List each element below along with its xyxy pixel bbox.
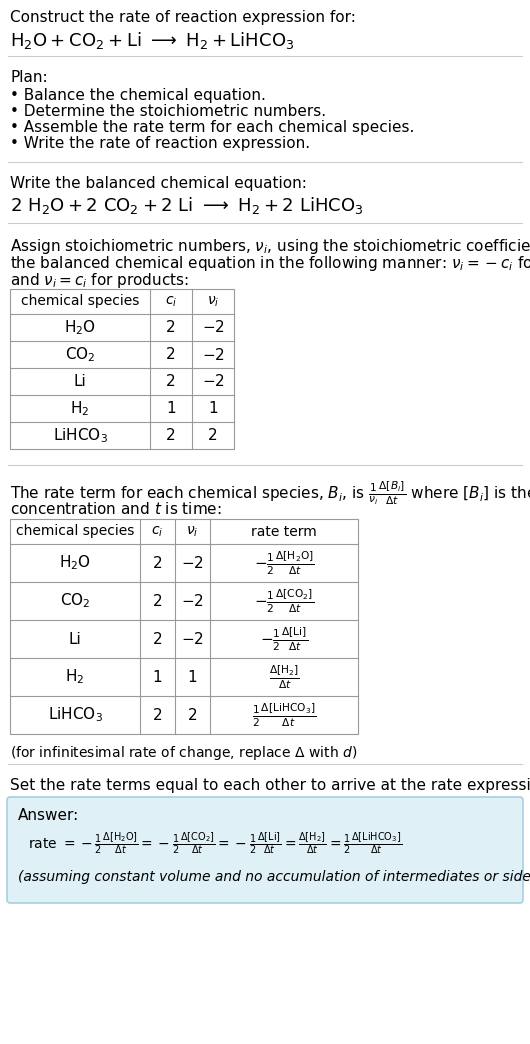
Text: (for infinitesimal rate of change, replace $\Delta$ with $d$): (for infinitesimal rate of change, repla…: [10, 744, 357, 762]
Text: The rate term for each chemical species, $B_i$, is $\frac{1}{\nu_i}\frac{\Delta[: The rate term for each chemical species,…: [10, 479, 530, 506]
Text: $\mathrm{H_2O}$: $\mathrm{H_2O}$: [59, 553, 91, 572]
Text: $\frac{1}{2}\frac{\Delta[\mathrm{LiHCO_3}]}{\Delta t}$: $\frac{1}{2}\frac{\Delta[\mathrm{LiHCO_3…: [252, 702, 316, 729]
Text: 2: 2: [153, 632, 162, 646]
Text: • Write the rate of reaction expression.: • Write the rate of reaction expression.: [10, 136, 310, 151]
Text: • Determine the stoichiometric numbers.: • Determine the stoichiometric numbers.: [10, 104, 326, 119]
Text: $-2$: $-2$: [201, 347, 224, 362]
Text: $\mathrm{2\ H_2O + 2\ CO_2 + 2\ Li\ \longrightarrow\ H_2 + 2\ LiHCO_3}$: $\mathrm{2\ H_2O + 2\ CO_2 + 2\ Li\ \lon…: [10, 195, 364, 216]
Text: $\mathrm{LiHCO_3}$: $\mathrm{LiHCO_3}$: [48, 706, 102, 725]
Text: $\frac{\Delta[\mathrm{H_2}]}{\Delta t}$: $\frac{\Delta[\mathrm{H_2}]}{\Delta t}$: [269, 663, 299, 691]
Text: $\mathrm{H_2O}$: $\mathrm{H_2O}$: [64, 318, 96, 337]
Text: 2: 2: [166, 428, 176, 443]
Text: $c_i$: $c_i$: [165, 294, 177, 309]
Text: $-\frac{1}{2}\frac{\Delta[\mathrm{CO_2}]}{\Delta t}$: $-\frac{1}{2}\frac{\Delta[\mathrm{CO_2}]…: [254, 587, 314, 615]
Text: the balanced chemical equation in the following manner: $\nu_i = -c_i$ for react: the balanced chemical equation in the fo…: [10, 254, 530, 272]
Bar: [10, 289, 234, 449]
Text: 2: 2: [153, 555, 162, 570]
FancyBboxPatch shape: [7, 797, 523, 903]
Text: and $\nu_i = c_i$ for products:: and $\nu_i = c_i$ for products:: [10, 271, 189, 290]
Text: Assign stoichiometric numbers, $\nu_i$, using the stoichiometric coefficients, $: Assign stoichiometric numbers, $\nu_i$, …: [10, 237, 530, 256]
Text: 2: 2: [166, 347, 176, 362]
Bar: [10, 519, 358, 734]
Text: 2: 2: [208, 428, 218, 443]
Text: rate term: rate term: [251, 524, 317, 539]
Text: $-\frac{1}{2}\frac{\Delta[\mathrm{H_2O}]}{\Delta t}$: $-\frac{1}{2}\frac{\Delta[\mathrm{H_2O}]…: [254, 549, 314, 577]
Text: Answer:: Answer:: [18, 808, 80, 823]
Text: $\nu_i$: $\nu_i$: [207, 294, 219, 309]
Text: Construct the rate of reaction expression for:: Construct the rate of reaction expressio…: [10, 10, 356, 25]
Text: 2: 2: [153, 593, 162, 609]
Text: Plan:: Plan:: [10, 70, 48, 85]
Text: Write the balanced chemical equation:: Write the balanced chemical equation:: [10, 176, 307, 191]
Text: • Balance the chemical equation.: • Balance the chemical equation.: [10, 88, 266, 103]
Text: 2: 2: [188, 708, 197, 722]
Text: $\nu_i$: $\nu_i$: [187, 524, 199, 539]
Text: Li: Li: [74, 374, 86, 389]
Text: 1: 1: [208, 401, 218, 416]
Text: Li: Li: [68, 632, 82, 646]
Text: rate $= -\frac{1}{2}\frac{\Delta[\mathrm{H_2O}]}{\Delta t}= -\frac{1}{2}\frac{\D: rate $= -\frac{1}{2}\frac{\Delta[\mathrm…: [28, 830, 402, 856]
Text: chemical species: chemical species: [21, 294, 139, 308]
Text: 1: 1: [166, 401, 176, 416]
Text: $-\frac{1}{2}\frac{\Delta[\mathrm{Li}]}{\Delta t}$: $-\frac{1}{2}\frac{\Delta[\mathrm{Li}]}{…: [260, 625, 308, 652]
Text: $\mathrm{CO_2}$: $\mathrm{CO_2}$: [65, 346, 95, 364]
Text: $\mathrm{LiHCO_3}$: $\mathrm{LiHCO_3}$: [52, 426, 108, 445]
Text: $c_i$: $c_i$: [152, 524, 164, 539]
Text: $-2$: $-2$: [181, 631, 204, 647]
Text: $-2$: $-2$: [201, 319, 224, 335]
Text: $-2$: $-2$: [181, 593, 204, 609]
Text: $-2$: $-2$: [201, 374, 224, 389]
Text: 2: 2: [153, 708, 162, 722]
Text: chemical species: chemical species: [16, 524, 134, 539]
Text: 1: 1: [188, 669, 197, 685]
Text: $\mathrm{H_2}$: $\mathrm{H_2}$: [65, 668, 85, 686]
Text: (assuming constant volume and no accumulation of intermediates or side products): (assuming constant volume and no accumul…: [18, 870, 530, 884]
Text: 1: 1: [153, 669, 162, 685]
Text: $\mathrm{CO_2}$: $\mathrm{CO_2}$: [60, 592, 90, 611]
Text: $-2$: $-2$: [181, 555, 204, 571]
Text: concentration and $t$ is time:: concentration and $t$ is time:: [10, 501, 222, 517]
Text: $\mathrm{H_2}$: $\mathrm{H_2}$: [70, 399, 90, 418]
Text: $\mathrm{H_2O + CO_2 + Li\ \longrightarrow\ H_2 + LiHCO_3}$: $\mathrm{H_2O + CO_2 + Li\ \longrightarr…: [10, 30, 294, 51]
Text: 2: 2: [166, 321, 176, 335]
Text: Set the rate terms equal to each other to arrive at the rate expression:: Set the rate terms equal to each other t…: [10, 778, 530, 793]
Text: 2: 2: [166, 374, 176, 389]
Text: • Assemble the rate term for each chemical species.: • Assemble the rate term for each chemic…: [10, 120, 414, 135]
